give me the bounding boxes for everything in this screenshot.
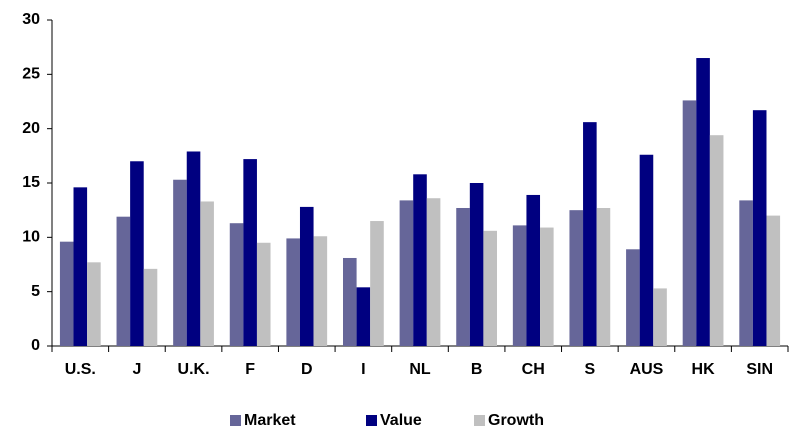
bar <box>200 201 214 346</box>
x-tick-label: CH <box>522 361 545 378</box>
y-tick-label: 20 <box>22 120 40 137</box>
bar <box>739 200 753 346</box>
legend-label: Value <box>380 412 422 429</box>
bar <box>186 151 201 346</box>
x-tick-label: D <box>301 361 313 378</box>
x-tick-label: U.K. <box>178 361 210 378</box>
bar <box>413 174 427 346</box>
bar <box>229 223 244 346</box>
legend-swatch <box>474 415 485 426</box>
bar <box>59 241 74 346</box>
bar <box>256 242 271 346</box>
x-tick-label: NL <box>409 361 431 378</box>
y-tick-label: 10 <box>22 229 40 246</box>
bar <box>512 225 527 346</box>
bar <box>143 268 158 346</box>
bar <box>370 221 384 346</box>
x-tick-label: B <box>471 361 483 378</box>
bar <box>752 110 767 347</box>
bar <box>343 257 357 346</box>
bar <box>709 135 724 346</box>
legend-swatch <box>230 415 241 426</box>
y-tick-label: 30 <box>22 11 40 28</box>
bar <box>173 179 187 346</box>
bar <box>696 58 710 347</box>
bar <box>766 215 781 346</box>
bar <box>526 194 541 346</box>
bar <box>116 216 131 346</box>
bar <box>243 159 257 346</box>
y-tick-label: 0 <box>31 337 40 354</box>
legend-swatch <box>366 415 377 426</box>
bar <box>626 249 640 346</box>
bar <box>469 183 484 346</box>
bar <box>356 287 371 346</box>
bar <box>456 207 470 346</box>
legend-label: Market <box>244 412 296 429</box>
bar <box>87 262 101 346</box>
bar <box>483 230 497 346</box>
y-tick-label: 5 <box>31 283 40 300</box>
x-tick-label: S <box>585 361 596 378</box>
bar <box>583 122 597 346</box>
bar <box>130 161 144 346</box>
bar <box>596 207 611 346</box>
x-tick-label: HK <box>692 361 716 378</box>
x-tick-label: F <box>245 361 255 378</box>
x-tick-label: I <box>361 361 365 378</box>
bar <box>569 210 584 346</box>
bar <box>286 238 300 346</box>
bar <box>540 227 554 346</box>
bar <box>426 198 441 346</box>
x-tick-label: AUS <box>630 361 664 378</box>
bar <box>299 206 314 346</box>
x-tick-label: SIN <box>746 361 773 378</box>
bar <box>399 200 414 346</box>
y-tick-label: 15 <box>22 174 40 191</box>
bar <box>639 154 654 346</box>
bar <box>653 288 667 346</box>
bar <box>73 187 88 346</box>
bar <box>682 100 697 346</box>
x-tick-label: J <box>132 361 141 378</box>
legend-label: Growth <box>488 412 544 429</box>
y-tick-label: 25 <box>22 66 40 83</box>
bar <box>313 236 328 346</box>
x-tick-label: U.S. <box>65 361 96 378</box>
